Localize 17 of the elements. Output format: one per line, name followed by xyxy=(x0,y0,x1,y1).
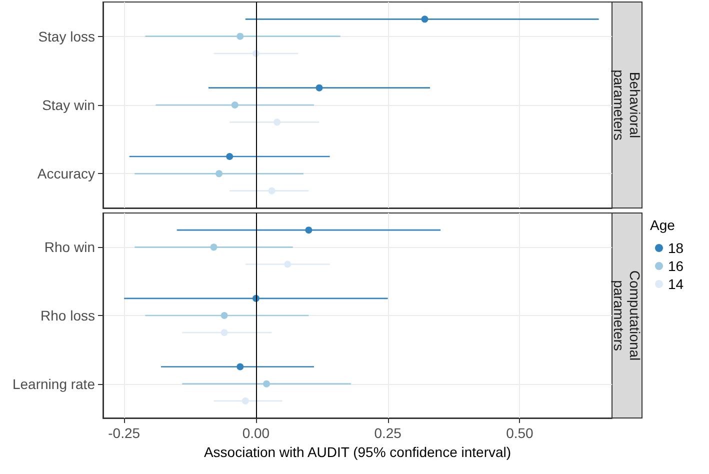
y-tick-label: Stay loss xyxy=(38,28,95,44)
legend-label: 14 xyxy=(668,276,684,292)
legend-label: 18 xyxy=(668,240,684,256)
legend-label: 16 xyxy=(668,258,684,274)
y-tick-label: Accuracy xyxy=(37,166,95,182)
x-tick-label: 0.00 xyxy=(242,425,270,441)
x-tick-label: 0.50 xyxy=(506,425,534,441)
y-tick-label: Stay win xyxy=(42,97,95,113)
y-tick-label: Rho win xyxy=(44,239,95,256)
y-tick-label: Learning rate xyxy=(12,376,96,392)
x-tick-label: -0.25 xyxy=(108,425,140,441)
legend-title: Age xyxy=(650,217,676,233)
y-tick-label: Rho loss xyxy=(40,308,95,324)
text: Behavioral parameters xyxy=(611,70,643,140)
x-axis-title: Association with AUDIT (95% confidence interval) xyxy=(204,444,512,460)
x-tick-label: 0.25 xyxy=(374,425,402,441)
text: Computational parameters xyxy=(611,270,643,361)
